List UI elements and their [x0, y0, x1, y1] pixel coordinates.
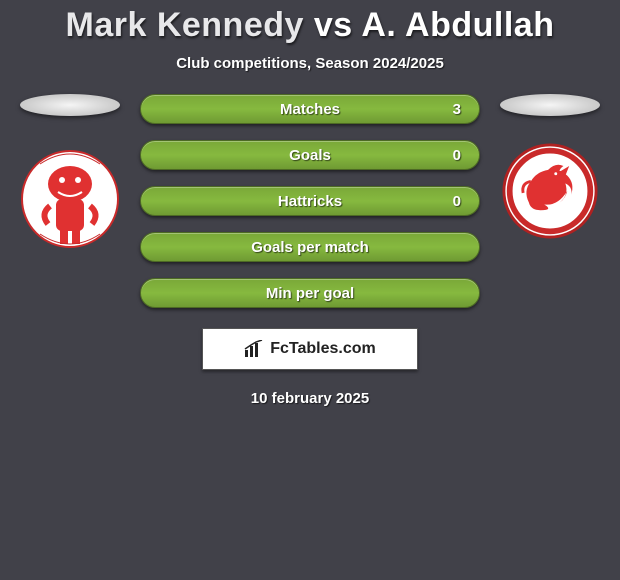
crest-left-icon — [20, 144, 120, 254]
stat-value-right: 0 — [453, 147, 461, 164]
left-side — [10, 94, 130, 254]
crest-right-icon — [502, 143, 598, 239]
stat-bar-goals: Goals 0 — [140, 140, 480, 170]
player1-club-crest — [20, 144, 120, 254]
vs-label: vs — [314, 6, 353, 44]
player2-avatar-placeholder — [500, 94, 600, 116]
stat-label: Min per goal — [141, 285, 479, 302]
content-row: Matches 3 Goals 0 Hattricks 0 Goals per … — [0, 94, 620, 308]
stat-value-right: 0 — [453, 193, 461, 210]
right-side — [490, 94, 610, 246]
player1-name: Mark Kennedy — [66, 6, 304, 44]
stat-bar-goals-per-match: Goals per match — [140, 232, 480, 262]
stat-bar-min-per-goal: Min per goal — [140, 278, 480, 308]
subtitle: Club competitions, Season 2024/2025 — [0, 55, 620, 72]
chart-icon — [244, 340, 264, 358]
stat-bar-matches: Matches 3 — [140, 94, 480, 124]
brand-name: FcTables.com — [270, 340, 376, 358]
comparison-widget: Mark Kennedy vs A. Abdullah Club competi… — [0, 0, 620, 407]
player2-name: A. Abdullah — [361, 6, 554, 44]
player1-avatar-placeholder — [20, 94, 120, 116]
page-title: Mark Kennedy vs A. Abdullah — [0, 6, 620, 45]
brand-logo-box[interactable]: FcTables.com — [202, 328, 418, 370]
stat-label: Matches — [141, 101, 479, 118]
update-date: 10 february 2025 — [0, 390, 620, 407]
stat-bars: Matches 3 Goals 0 Hattricks 0 Goals per … — [140, 94, 480, 308]
stat-label: Goals per match — [141, 239, 479, 256]
stat-bar-hattricks: Hattricks 0 — [140, 186, 480, 216]
stat-label: Hattricks — [141, 193, 479, 210]
stat-label: Goals — [141, 147, 479, 164]
player2-club-crest — [500, 136, 600, 246]
stat-value-right: 3 — [453, 101, 461, 118]
